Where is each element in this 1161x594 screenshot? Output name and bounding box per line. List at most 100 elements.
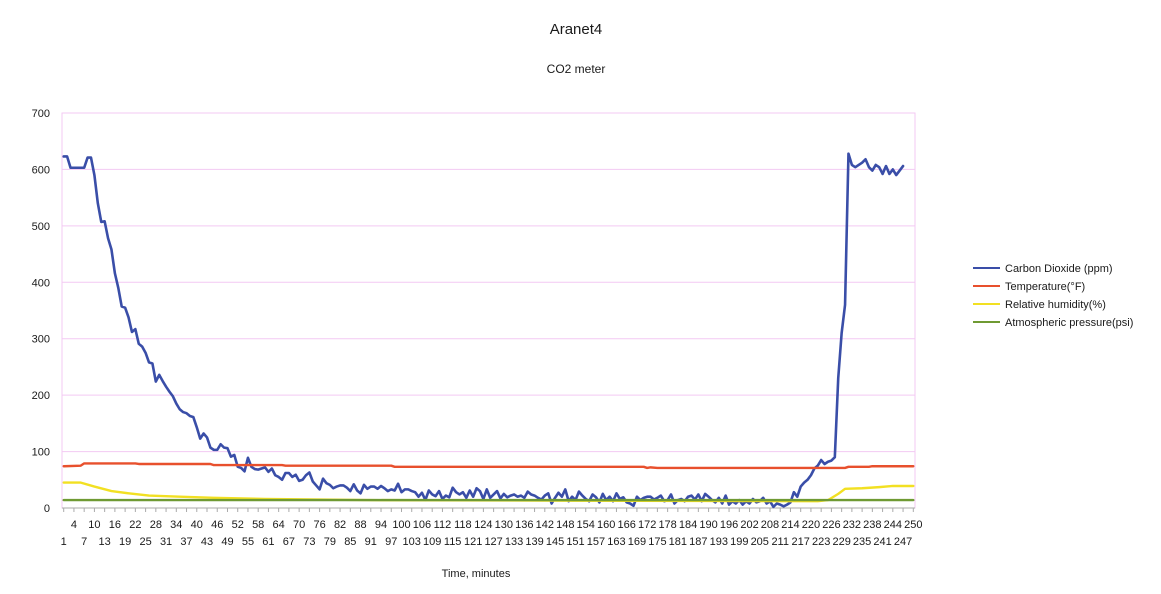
series-layer (62, 152, 915, 509)
x-tick-label: 103 (403, 536, 421, 548)
x-tick-label: 178 (658, 519, 676, 531)
x-tick-label: 205 (751, 536, 769, 548)
x-tick-label: 220 (802, 519, 820, 531)
y-tick-label: 500 (32, 221, 50, 233)
x-tick-label: 67 (283, 536, 295, 548)
x-tick-label: 196 (720, 519, 738, 531)
x-tick-label: 166 (618, 519, 636, 531)
x-tick-label: 73 (303, 536, 315, 548)
y-tick-label: 100 (32, 447, 50, 459)
x-tick-label: 76 (313, 519, 325, 531)
chart-title: Aranet4 (550, 21, 603, 38)
x-tick-label: 124 (474, 519, 492, 531)
y-tick-label: 700 (32, 108, 50, 120)
x-tick-label: 223 (812, 536, 830, 548)
x-tick-label: 25 (139, 536, 151, 548)
x-tick-label: 100 (392, 519, 410, 531)
x-tick-label: 175 (648, 536, 666, 548)
x-tick-label: 97 (385, 536, 397, 548)
x-tick-label: 244 (884, 519, 902, 531)
x-tick-label: 64 (273, 519, 285, 531)
x-tick-label: 229 (832, 536, 850, 548)
legend-label: Relative humidity(%) (1005, 299, 1106, 311)
x-tick-label: 154 (577, 519, 595, 531)
x-tick-label: 109 (423, 536, 441, 548)
x-tick-label: 118 (454, 519, 472, 531)
chart-subtitle: CO2 meter (547, 62, 606, 76)
x-tick-label: 211 (771, 536, 789, 548)
x-tick-label: 52 (232, 519, 244, 531)
x-tick-label: 160 (597, 519, 615, 531)
x-tick-label: 247 (894, 536, 912, 548)
x-tick-label: 172 (638, 519, 656, 531)
x-tick-label: 4 (71, 519, 77, 531)
x-tick-label: 235 (853, 536, 871, 548)
x-tick-label: 1 (61, 536, 67, 548)
x-tick-label: 106 (413, 519, 431, 531)
legend: Carbon Dioxide (ppm) Temperature(°F) Relat… (973, 263, 1133, 329)
x-tick-label: 58 (252, 519, 264, 531)
x-tick-label: 79 (324, 536, 336, 548)
x-tick-label: 142 (536, 519, 554, 531)
x-tick-label: 85 (344, 536, 356, 548)
x-tick-label: 88 (354, 519, 366, 531)
x-tick-label: 145 (546, 536, 564, 548)
x-tick-label: 202 (740, 519, 758, 531)
x-tick-label: 40 (191, 519, 203, 531)
legend-label: Atmospheric pressure(psi) (1005, 317, 1133, 329)
x-tick-label: 55 (242, 536, 254, 548)
grid-layer (61, 112, 916, 509)
y-tick-label: 600 (32, 164, 50, 176)
x-tick-label: 91 (365, 536, 377, 548)
x-tick-label: 82 (334, 519, 346, 531)
x-tick-label: 7 (81, 536, 87, 548)
y-tick-label: 300 (32, 334, 50, 346)
x-tick-label: 37 (180, 536, 192, 548)
y-tick-label: 400 (32, 277, 50, 289)
x-tick-label: 193 (710, 536, 728, 548)
x-tick-label: 70 (293, 519, 305, 531)
x-tick-label: 10 (88, 519, 100, 531)
plot-area (61, 112, 916, 509)
x-tick-label: 16 (109, 519, 121, 531)
x-axis-label: Time, minutes (442, 568, 511, 580)
x-tick-label: 19 (119, 536, 131, 548)
x-tick-label: 22 (129, 519, 141, 531)
x-tick-label: 13 (99, 536, 111, 548)
x-tick-label: 49 (221, 536, 233, 548)
x-tick-label: 250 (904, 519, 922, 531)
x-tick-label: 208 (761, 519, 779, 531)
x-tick-label: 163 (607, 536, 625, 548)
x-tick-label: 238 (863, 519, 881, 531)
x-tick-label: 157 (587, 536, 605, 548)
legend-label: Carbon Dioxide (ppm) (1005, 263, 1113, 275)
x-tick-label: 133 (505, 536, 523, 548)
x-tick-label: 61 (262, 536, 274, 548)
series-line-0 (62, 152, 905, 509)
x-tick-label: 31 (160, 536, 172, 548)
x-tick-label: 94 (375, 519, 387, 531)
x-tick-label: 43 (201, 536, 213, 548)
x-tick-label: 199 (730, 536, 748, 548)
x-tick-label: 190 (699, 519, 717, 531)
x-tick-label: 148 (556, 519, 574, 531)
x-tick-label: 130 (495, 519, 513, 531)
x-tick-label: 115 (444, 536, 462, 548)
y-tick-label: 200 (32, 390, 50, 402)
x-tick-label: 28 (150, 519, 162, 531)
x-tick-label: 232 (843, 519, 861, 531)
x-tick-label: 187 (689, 536, 707, 548)
legend-label: Temperature(°F) (1005, 281, 1085, 293)
x-tick-label: 214 (781, 519, 799, 531)
x-tick-label: 34 (170, 519, 182, 531)
x-tick-label: 181 (669, 536, 687, 548)
x-tick-label: 127 (484, 536, 502, 548)
y-tick-label: 0 (44, 503, 50, 515)
x-tick-label: 241 (873, 536, 891, 548)
x-tick-label: 139 (525, 536, 543, 548)
series-line-1 (62, 462, 915, 470)
x-tick-label: 112 (434, 519, 452, 531)
